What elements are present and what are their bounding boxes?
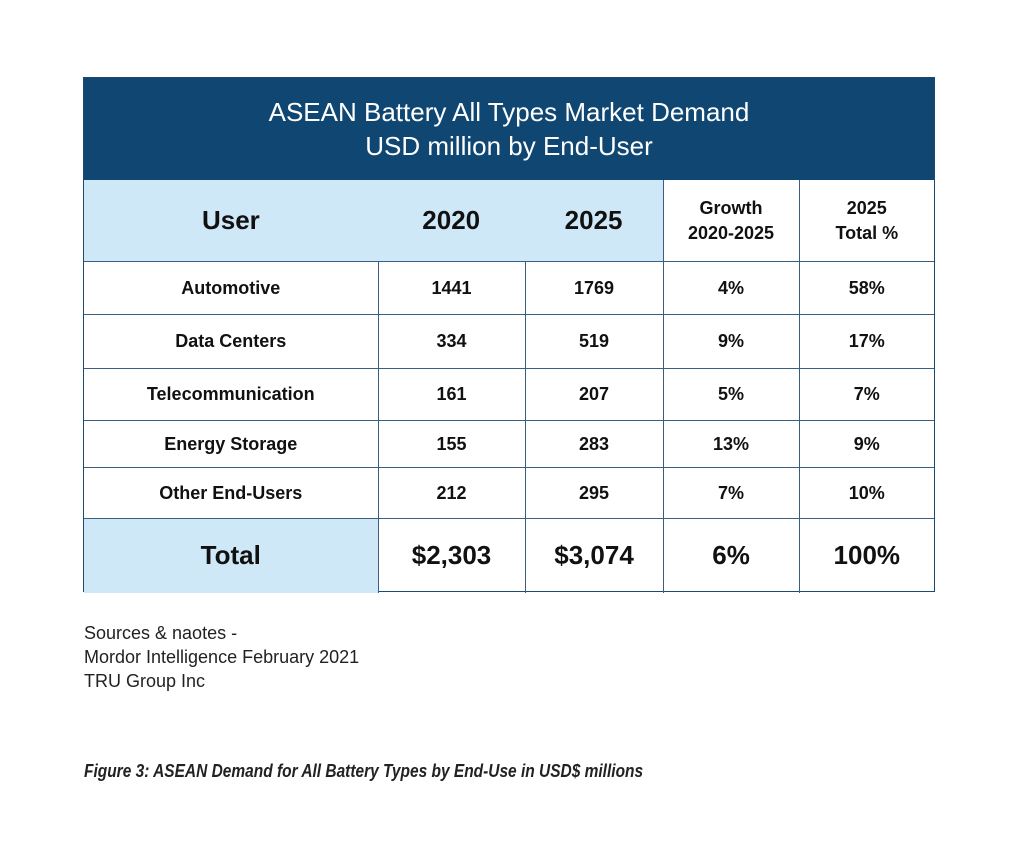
- table-row: Automotive 1441 1769 4% 58%: [84, 261, 935, 315]
- cell-growth: 7%: [662, 467, 800, 519]
- cell-user: Automotive: [84, 261, 379, 315]
- cell-user: Other End-Users: [84, 467, 379, 519]
- cell-user: Data Centers: [84, 314, 379, 369]
- cell-2025: 283: [524, 420, 664, 468]
- cell-2025: 295: [524, 467, 664, 519]
- header-user-years: User 2020 2025: [84, 180, 664, 262]
- header-2020: 2020: [422, 205, 481, 235]
- header-user: User: [201, 205, 260, 235]
- header-growth-line2: 2020-2025: [687, 222, 775, 243]
- data-grid: User 2020 2025 Growth 2020-2025 2025 Tot…: [84, 180, 935, 593]
- cell-2020: 161: [377, 368, 526, 421]
- cell-growth: 4%: [662, 261, 800, 315]
- cell-share: 9%: [798, 420, 935, 468]
- header-row: User 2020 2025 Growth 2020-2025 2025 Tot…: [84, 180, 935, 262]
- table-title-line2: USD million by End-User: [365, 131, 653, 161]
- figure-caption: Figure 3: ASEAN Demand for All Battery T…: [84, 761, 644, 781]
- table-row: Telecommunication 161 207 5% 7%: [84, 368, 935, 421]
- cell-2020: 1441: [377, 261, 526, 315]
- header-2025: 2025: [564, 205, 623, 235]
- total-growth: 6%: [662, 518, 800, 593]
- cell-share: 10%: [798, 467, 935, 519]
- total-2020: $2,303: [377, 518, 526, 593]
- cell-share: 58%: [798, 261, 935, 315]
- cell-share: 17%: [798, 314, 935, 369]
- notes-line: Sources & naotes -: [84, 623, 238, 643]
- header-share-line1: 2025: [846, 197, 887, 218]
- total-2025: $3,074: [524, 518, 664, 593]
- sources-notes: Sources & naotes - Mordor Intelligence F…: [84, 621, 359, 693]
- table-title: ASEAN Battery All Types Market Demand US…: [84, 78, 934, 180]
- cell-growth: 13%: [662, 420, 800, 468]
- table-row: Data Centers 334 519 9% 17%: [84, 314, 935, 369]
- notes-line: Mordor Intelligence February 2021: [84, 647, 360, 667]
- total-label: Total: [84, 518, 379, 593]
- cell-2020: 334: [377, 314, 526, 369]
- header-share: 2025 Total %: [798, 180, 935, 262]
- cell-growth: 9%: [662, 314, 800, 369]
- cell-2020: 155: [377, 420, 526, 468]
- market-demand-table: ASEAN Battery All Types Market Demand US…: [83, 77, 935, 593]
- header-growth: Growth 2020-2025: [662, 180, 800, 262]
- table-row: Energy Storage 155 283 13% 9%: [84, 420, 935, 468]
- header-growth-line1: Growth: [699, 197, 763, 218]
- cell-2025: 207: [524, 368, 664, 421]
- cell-2025: 519: [524, 314, 664, 369]
- total-share: 100%: [798, 518, 935, 593]
- table-title-line1: ASEAN Battery All Types Market Demand: [268, 97, 750, 127]
- cell-share: 7%: [798, 368, 935, 421]
- notes-line: TRU Group Inc: [84, 671, 206, 691]
- total-row: Total $2,303 $3,074 6% 100%: [84, 518, 935, 593]
- header-share-line2: Total %: [835, 222, 899, 243]
- cell-2020: 212: [377, 467, 526, 519]
- cell-growth: 5%: [662, 368, 800, 421]
- cell-user: Telecommunication: [84, 368, 379, 421]
- table-row: Other End-Users 212 295 7% 10%: [84, 467, 935, 519]
- cell-user: Energy Storage: [84, 420, 379, 468]
- cell-2025: 1769: [524, 261, 664, 315]
